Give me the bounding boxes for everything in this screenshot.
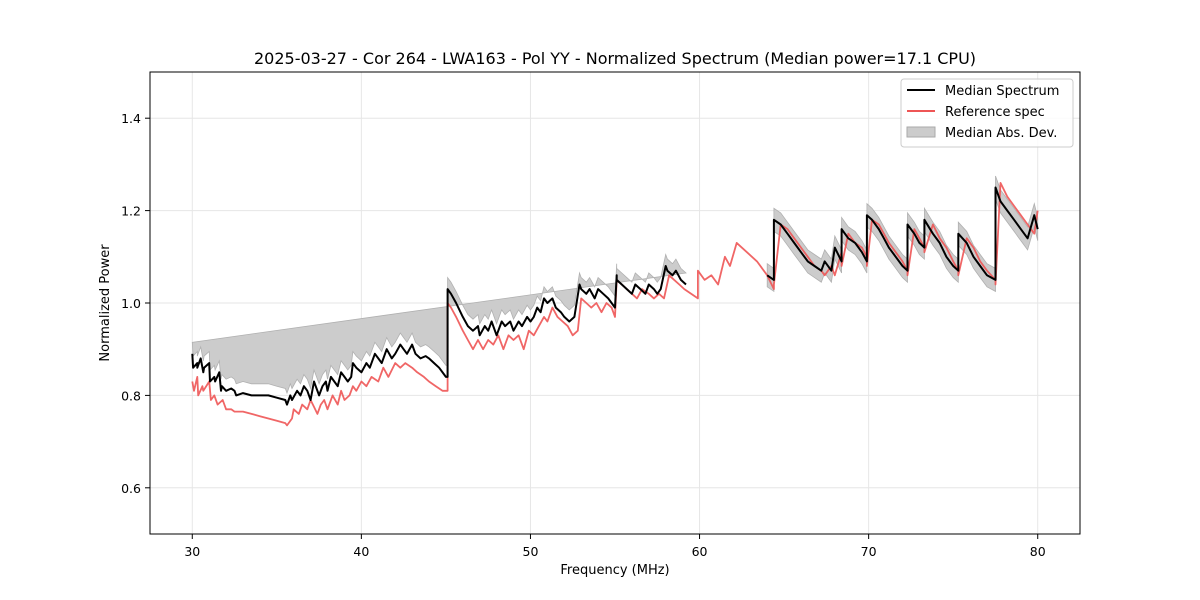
mad-band [766, 175, 1039, 293]
y-tick-label: 1.4 [121, 111, 141, 126]
legend-median-label: Median Spectrum [945, 84, 1059, 99]
y-tick-label: 1.0 [121, 296, 141, 311]
median-spectrum-line [191, 265, 687, 406]
mad-band [191, 253, 687, 395]
legend-reference-label: Reference spec [945, 105, 1045, 120]
mad-band-layer [191, 175, 1039, 395]
x-tick-label: 80 [1030, 544, 1046, 559]
y-axis-ticks: 0.6 0.8 1.0 1.2 1.4 [121, 111, 150, 496]
chart-title: 2025-03-27 - Cor 264 - LWA163 - Pol YY -… [254, 49, 976, 68]
series-layer [191, 181, 1039, 427]
y-axis-label: Normalized Power [98, 244, 113, 362]
x-tick-label: 50 [523, 544, 539, 559]
x-axis-label: Frequency (MHz) [560, 563, 669, 578]
reference-spec-line [191, 181, 1039, 427]
x-tick-label: 60 [692, 544, 708, 559]
y-tick-label: 0.6 [121, 481, 141, 496]
x-tick-label: 40 [353, 544, 369, 559]
y-tick-label: 1.2 [121, 204, 141, 219]
legend-mad-label: Median Abs. Dev. [945, 126, 1057, 141]
x-tick-label: 30 [184, 544, 200, 559]
median-spectrum-line [766, 186, 1039, 281]
legend-mad-swatch [906, 126, 936, 138]
x-axis-ticks: 30 40 50 60 70 80 [184, 534, 1046, 559]
x-tick-label: 70 [861, 544, 877, 559]
legend-box [900, 78, 1074, 148]
y-tick-label: 0.8 [121, 388, 141, 403]
legend: Median Spectrum Reference spec Median Ab… [900, 78, 1074, 148]
